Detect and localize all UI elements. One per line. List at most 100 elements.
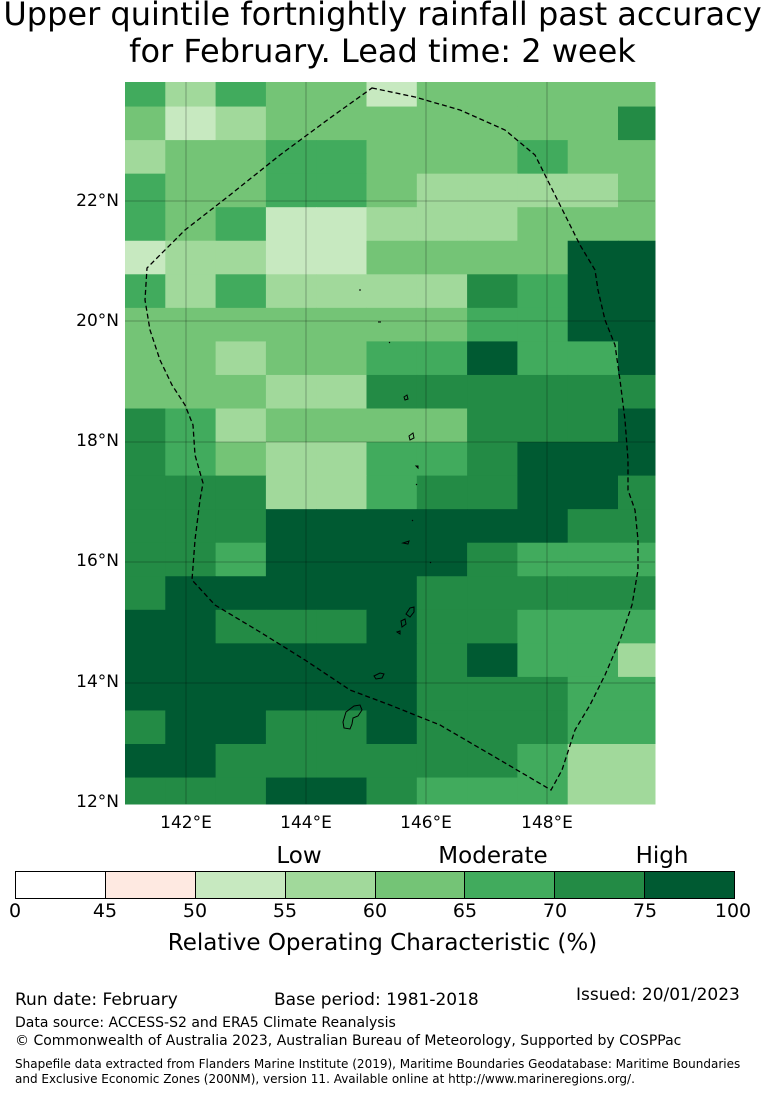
grid-cell bbox=[366, 576, 418, 611]
grid-cell bbox=[567, 106, 619, 141]
grid-cell bbox=[265, 106, 317, 141]
grid-cell bbox=[517, 609, 569, 644]
grid-cell bbox=[517, 777, 569, 805]
grid-cell bbox=[467, 777, 518, 805]
grid-cell bbox=[366, 106, 418, 141]
grid-cell bbox=[416, 106, 468, 141]
grid-cell bbox=[618, 140, 656, 175]
grid-cell bbox=[265, 408, 317, 443]
lon-label-144e: 144°E bbox=[280, 813, 332, 833]
grid-cell bbox=[517, 475, 569, 510]
island-alamagan bbox=[403, 394, 409, 401]
grid-cell bbox=[215, 140, 267, 175]
grid-cell bbox=[265, 374, 317, 409]
grid-cell bbox=[416, 442, 468, 477]
grid-cell bbox=[517, 341, 569, 376]
grid-cell bbox=[517, 274, 569, 309]
grid-cell bbox=[618, 82, 656, 108]
lat-label-14n: 14°N bbox=[76, 672, 119, 692]
grid-cell bbox=[416, 82, 468, 108]
grid-cell bbox=[165, 710, 217, 745]
colorbar-segment bbox=[375, 872, 466, 898]
grid-cell bbox=[125, 341, 166, 376]
grid-cell bbox=[316, 475, 367, 510]
grid-cell bbox=[125, 542, 166, 577]
island-pagan bbox=[408, 432, 415, 441]
grid-cell bbox=[467, 442, 518, 477]
lon-label-148e: 148°E bbox=[521, 813, 573, 833]
grid-cell bbox=[567, 374, 619, 409]
grid-cell bbox=[316, 710, 367, 745]
grid-cell bbox=[125, 82, 166, 108]
grid-cell bbox=[165, 576, 217, 611]
grid-cell bbox=[567, 207, 619, 242]
grid-cell bbox=[165, 240, 217, 275]
grid-cell bbox=[215, 307, 267, 342]
grid-cell bbox=[366, 542, 418, 577]
grid-cell bbox=[567, 576, 619, 611]
grid-cell bbox=[467, 207, 518, 242]
grid-cell bbox=[467, 173, 518, 208]
grid-cell bbox=[366, 777, 418, 805]
grid-cell bbox=[215, 442, 267, 477]
grid-cell bbox=[165, 676, 217, 711]
grid-cell bbox=[265, 274, 317, 309]
grid-cell bbox=[215, 274, 267, 309]
grid-cell bbox=[215, 341, 267, 376]
colorbar-segment bbox=[465, 872, 556, 898]
grid-cell bbox=[316, 207, 367, 242]
grid-cell bbox=[618, 643, 656, 678]
grid-cell bbox=[618, 307, 656, 342]
grid-cell bbox=[125, 173, 166, 208]
grid-cell bbox=[517, 442, 569, 477]
grid-cell bbox=[165, 542, 217, 577]
grid-cell bbox=[567, 710, 619, 745]
grid-cell bbox=[517, 207, 569, 242]
grid-cell bbox=[316, 509, 367, 544]
grid-cell bbox=[567, 442, 619, 477]
island-tinian bbox=[400, 618, 407, 628]
grid-cell bbox=[517, 676, 569, 711]
grid-cell bbox=[467, 475, 518, 510]
grid-cell bbox=[366, 710, 418, 745]
grid-cell bbox=[567, 676, 619, 711]
colorbar-segment bbox=[645, 872, 734, 898]
grid-cell bbox=[366, 442, 418, 477]
grid-cell bbox=[618, 475, 656, 510]
grid-cell bbox=[467, 341, 518, 376]
grid-cell bbox=[416, 542, 468, 577]
grid-cell bbox=[416, 140, 468, 175]
grid-cell bbox=[125, 140, 166, 175]
grid-cell bbox=[618, 240, 656, 275]
data-source: Data source: ACCESS-S2 and ERA5 Climate … bbox=[15, 1015, 396, 1031]
eez-boundary bbox=[144, 87, 639, 791]
grid-cell bbox=[567, 341, 619, 376]
grid-cell bbox=[125, 643, 166, 678]
grid-cell bbox=[125, 710, 166, 745]
grid-cell bbox=[467, 643, 518, 678]
chart-title-line1: Upper quintile fortnightly rainfall past… bbox=[3, 0, 762, 33]
grid-cell bbox=[517, 82, 569, 108]
grid-cell bbox=[618, 442, 656, 477]
grid-cell bbox=[416, 207, 468, 242]
grid-cell bbox=[215, 509, 267, 544]
grid-cell bbox=[316, 777, 367, 805]
grid-cell bbox=[416, 307, 468, 342]
grid-cell bbox=[517, 576, 569, 611]
grid-cell bbox=[366, 307, 418, 342]
grid-cell bbox=[618, 777, 656, 805]
grid-cell bbox=[517, 374, 569, 409]
chart-title: Upper quintile fortnightly rainfall past… bbox=[0, 0, 765, 70]
grid-cell bbox=[215, 240, 267, 275]
island-guam bbox=[342, 704, 363, 730]
grid-cell bbox=[215, 374, 267, 409]
grid-cell bbox=[467, 676, 518, 711]
grid-cell bbox=[366, 82, 418, 108]
grid-cell bbox=[265, 576, 317, 611]
grid-cell bbox=[618, 106, 656, 141]
grid-cell bbox=[366, 140, 418, 175]
grid-cell bbox=[125, 106, 166, 141]
grid-cell bbox=[567, 777, 619, 805]
grid-cell bbox=[416, 676, 468, 711]
run-date: Run date: February bbox=[15, 990, 178, 1010]
